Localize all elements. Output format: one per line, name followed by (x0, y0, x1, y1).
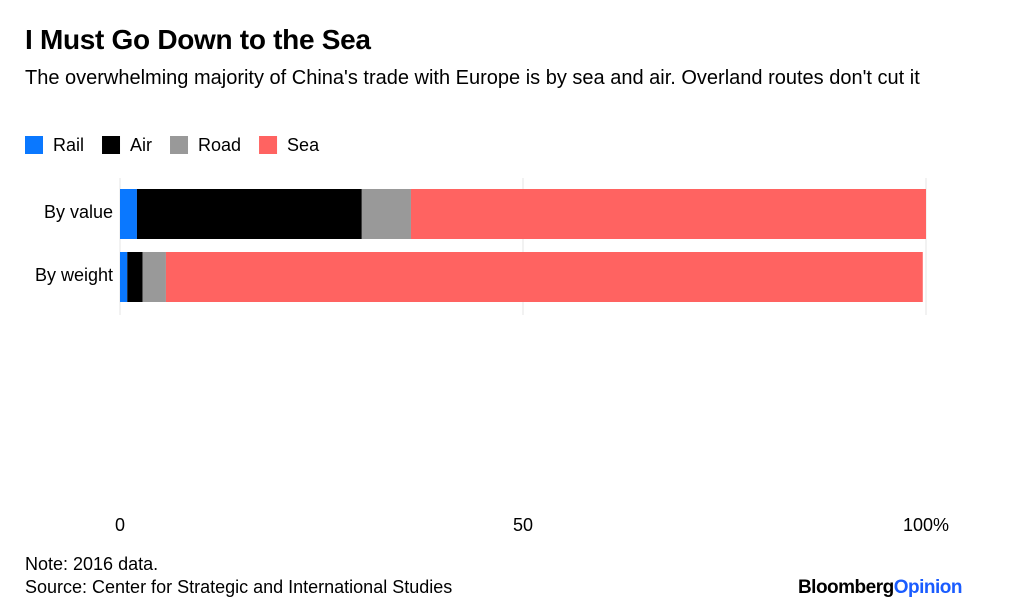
bar-segment (120, 189, 137, 239)
legend-swatch (102, 136, 121, 154)
bar-segment (136, 189, 362, 239)
legend-label: Road (198, 135, 241, 155)
legend-label: Rail (53, 135, 84, 155)
bar-segment (165, 252, 923, 302)
y-tick-label: By weight (35, 265, 113, 285)
legend-swatch (25, 136, 43, 154)
x-tick-label: 50 (513, 515, 533, 535)
chart-subtitle: The overwhelming majority of China's tra… (25, 67, 920, 89)
bar-segment (127, 252, 143, 302)
legend-swatch (170, 136, 189, 154)
legend-label: Air (130, 135, 152, 155)
legend-swatch (259, 136, 278, 154)
branding-part: Opinion (894, 577, 962, 598)
chart-title: I Must Go Down to the Sea (25, 24, 371, 55)
bar-segment (410, 189, 926, 239)
y-tick-label: By value (44, 202, 113, 222)
branding-part: Bloomberg (798, 577, 894, 598)
note: Note: 2016 data. (25, 554, 158, 574)
bar-segment (142, 252, 166, 302)
legend-label: Sea (287, 135, 320, 155)
bar-segment (120, 252, 128, 302)
x-tick-label: 100% (903, 515, 949, 535)
source: Source: Center for Strategic and Interna… (25, 577, 452, 597)
x-tick-label: 0 (115, 515, 125, 535)
bar-segment (361, 189, 411, 239)
branding: BloombergOpinion (798, 577, 962, 598)
